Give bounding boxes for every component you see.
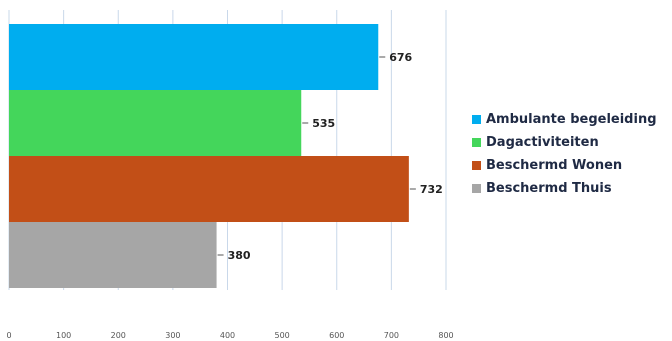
legend-item-ambulante-begeleiding: Ambulante begeleiding bbox=[472, 108, 672, 131]
legend-item-beschermd-thuis: Beschermd Thuis bbox=[472, 177, 672, 200]
legend-swatch bbox=[472, 184, 481, 193]
legend-item-beschermd-wonen: Beschermd Wonen bbox=[472, 154, 672, 177]
legend-label: Beschermd Wonen bbox=[486, 158, 623, 173]
x-tick-label-200: 200 bbox=[111, 331, 126, 340]
data-label-1: 535 bbox=[312, 117, 335, 130]
x-tick-label-700: 700 bbox=[384, 331, 399, 340]
legend-label: Ambulante begeleiding bbox=[486, 112, 657, 127]
bar-3 bbox=[9, 222, 217, 288]
data-labels: 676 535 732 380 bbox=[217, 51, 443, 262]
legend-item-dagactiviteiten: Dagactiviteiten bbox=[472, 131, 672, 154]
x-tick-label-400: 400 bbox=[220, 331, 235, 340]
bar-2 bbox=[9, 156, 409, 222]
x-tick-label-100: 100 bbox=[56, 331, 71, 340]
legend-swatch bbox=[472, 115, 481, 124]
data-label-3: 380 bbox=[228, 249, 251, 262]
x-tick-label-300: 300 bbox=[165, 331, 180, 340]
x-axis-ticks: 0 100 200 300 400 500 600 700 800 bbox=[6, 331, 453, 340]
x-tick-label-800: 800 bbox=[438, 331, 453, 340]
x-tick-label-500: 500 bbox=[274, 331, 289, 340]
x-tick-label-0: 0 bbox=[6, 331, 11, 340]
bars bbox=[9, 24, 409, 288]
legend-label: Dagactiviteiten bbox=[486, 135, 599, 150]
bar-1 bbox=[9, 90, 302, 156]
data-label-0: 676 bbox=[389, 51, 412, 64]
legend-label: Beschermd Thuis bbox=[486, 181, 612, 196]
legend-swatch bbox=[472, 138, 481, 147]
legend: Ambulante begeleiding Dagactiviteiten Be… bbox=[472, 108, 672, 200]
data-label-2: 732 bbox=[420, 183, 443, 196]
legend-swatch bbox=[472, 161, 481, 170]
bar-0 bbox=[9, 24, 379, 90]
x-tick-label-600: 600 bbox=[329, 331, 344, 340]
